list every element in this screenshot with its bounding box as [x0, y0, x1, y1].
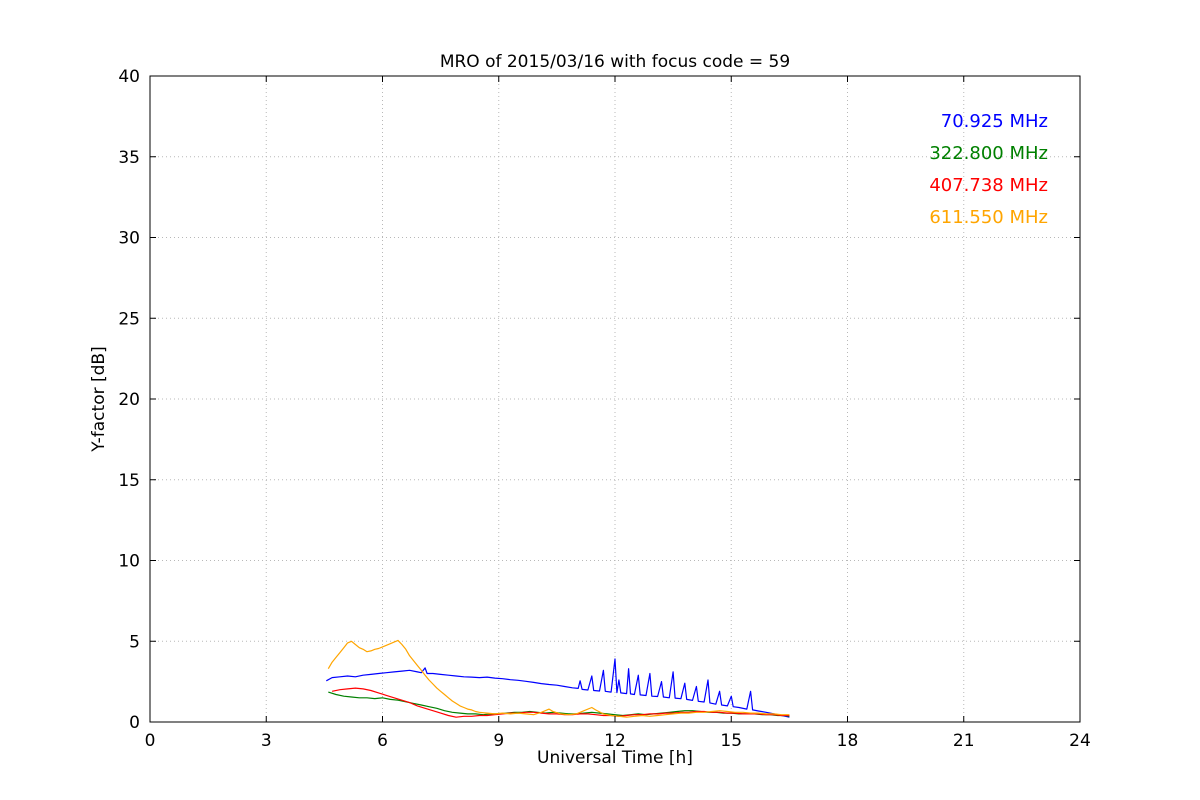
x-tick-label: 6: [377, 731, 388, 751]
x-tick-label: 0: [145, 731, 156, 751]
y-tick-label: 10: [118, 552, 140, 572]
y-tick-label: 20: [118, 390, 140, 410]
x-tick-label: 24: [1069, 731, 1091, 751]
x-tick-label: 21: [953, 731, 975, 751]
legend-entry-611-550-mhz: 611.550 MHz: [929, 207, 1048, 228]
y-tick-label: 15: [118, 471, 140, 491]
legend-entry-322-800-mhz: 322.800 MHz: [929, 143, 1048, 164]
x-tick-label: 3: [261, 731, 272, 751]
x-tick-label: 15: [720, 731, 742, 751]
chart-title: MRO of 2015/03/16 with focus code = 59: [439, 52, 791, 72]
x-tick-label: 9: [493, 731, 504, 751]
x-tick-label: 18: [837, 731, 859, 751]
y-tick-label: 30: [118, 229, 140, 249]
legend-entry-70-925-mhz: 70.925 MHz: [941, 111, 1048, 132]
y-tick-label: 40: [118, 67, 140, 87]
legend-entry-407-738-mhz: 407.738 MHz: [929, 175, 1048, 196]
y-tick-label: 5: [129, 632, 140, 652]
y-tick-label: 35: [118, 148, 140, 168]
x-axis-label: Universal Time [h]: [537, 748, 693, 768]
series-line-611-550-mhz: [327, 639, 790, 718]
x-tick-label: 12: [604, 731, 626, 751]
y-tick-label: 25: [118, 309, 140, 329]
series-line-70-925-mhz: [326, 658, 790, 718]
y-tick-label: 0: [129, 713, 140, 733]
